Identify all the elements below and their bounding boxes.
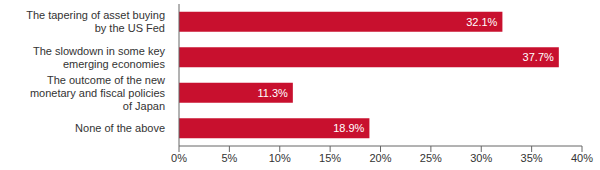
svg-text:18.9%: 18.9%: [333, 122, 364, 134]
svg-text:The tapering of asset buyingby: The tapering of asset buyingby the US Fe…: [26, 9, 165, 34]
svg-text:0%: 0%: [171, 152, 187, 164]
svg-text:25%: 25%: [420, 152, 442, 164]
svg-text:10%: 10%: [269, 152, 291, 164]
svg-text:The outcome of the newmonetary: The outcome of the newmonetary and fisca…: [30, 74, 166, 112]
svg-text:40%: 40%: [571, 152, 592, 164]
svg-text:37.7%: 37.7%: [523, 51, 554, 63]
svg-text:32.1%: 32.1%: [466, 16, 497, 28]
svg-text:11.3%: 11.3%: [257, 87, 288, 99]
svg-text:30%: 30%: [470, 152, 492, 164]
svg-text:15%: 15%: [319, 152, 341, 164]
svg-text:35%: 35%: [521, 152, 543, 164]
svg-text:The slowdown in some keyemergi: The slowdown in some keyemerging economi…: [33, 45, 166, 70]
svg-text:None of the above: None of the above: [75, 122, 165, 134]
svg-text:5%: 5%: [221, 152, 237, 164]
svg-text:20%: 20%: [369, 152, 391, 164]
